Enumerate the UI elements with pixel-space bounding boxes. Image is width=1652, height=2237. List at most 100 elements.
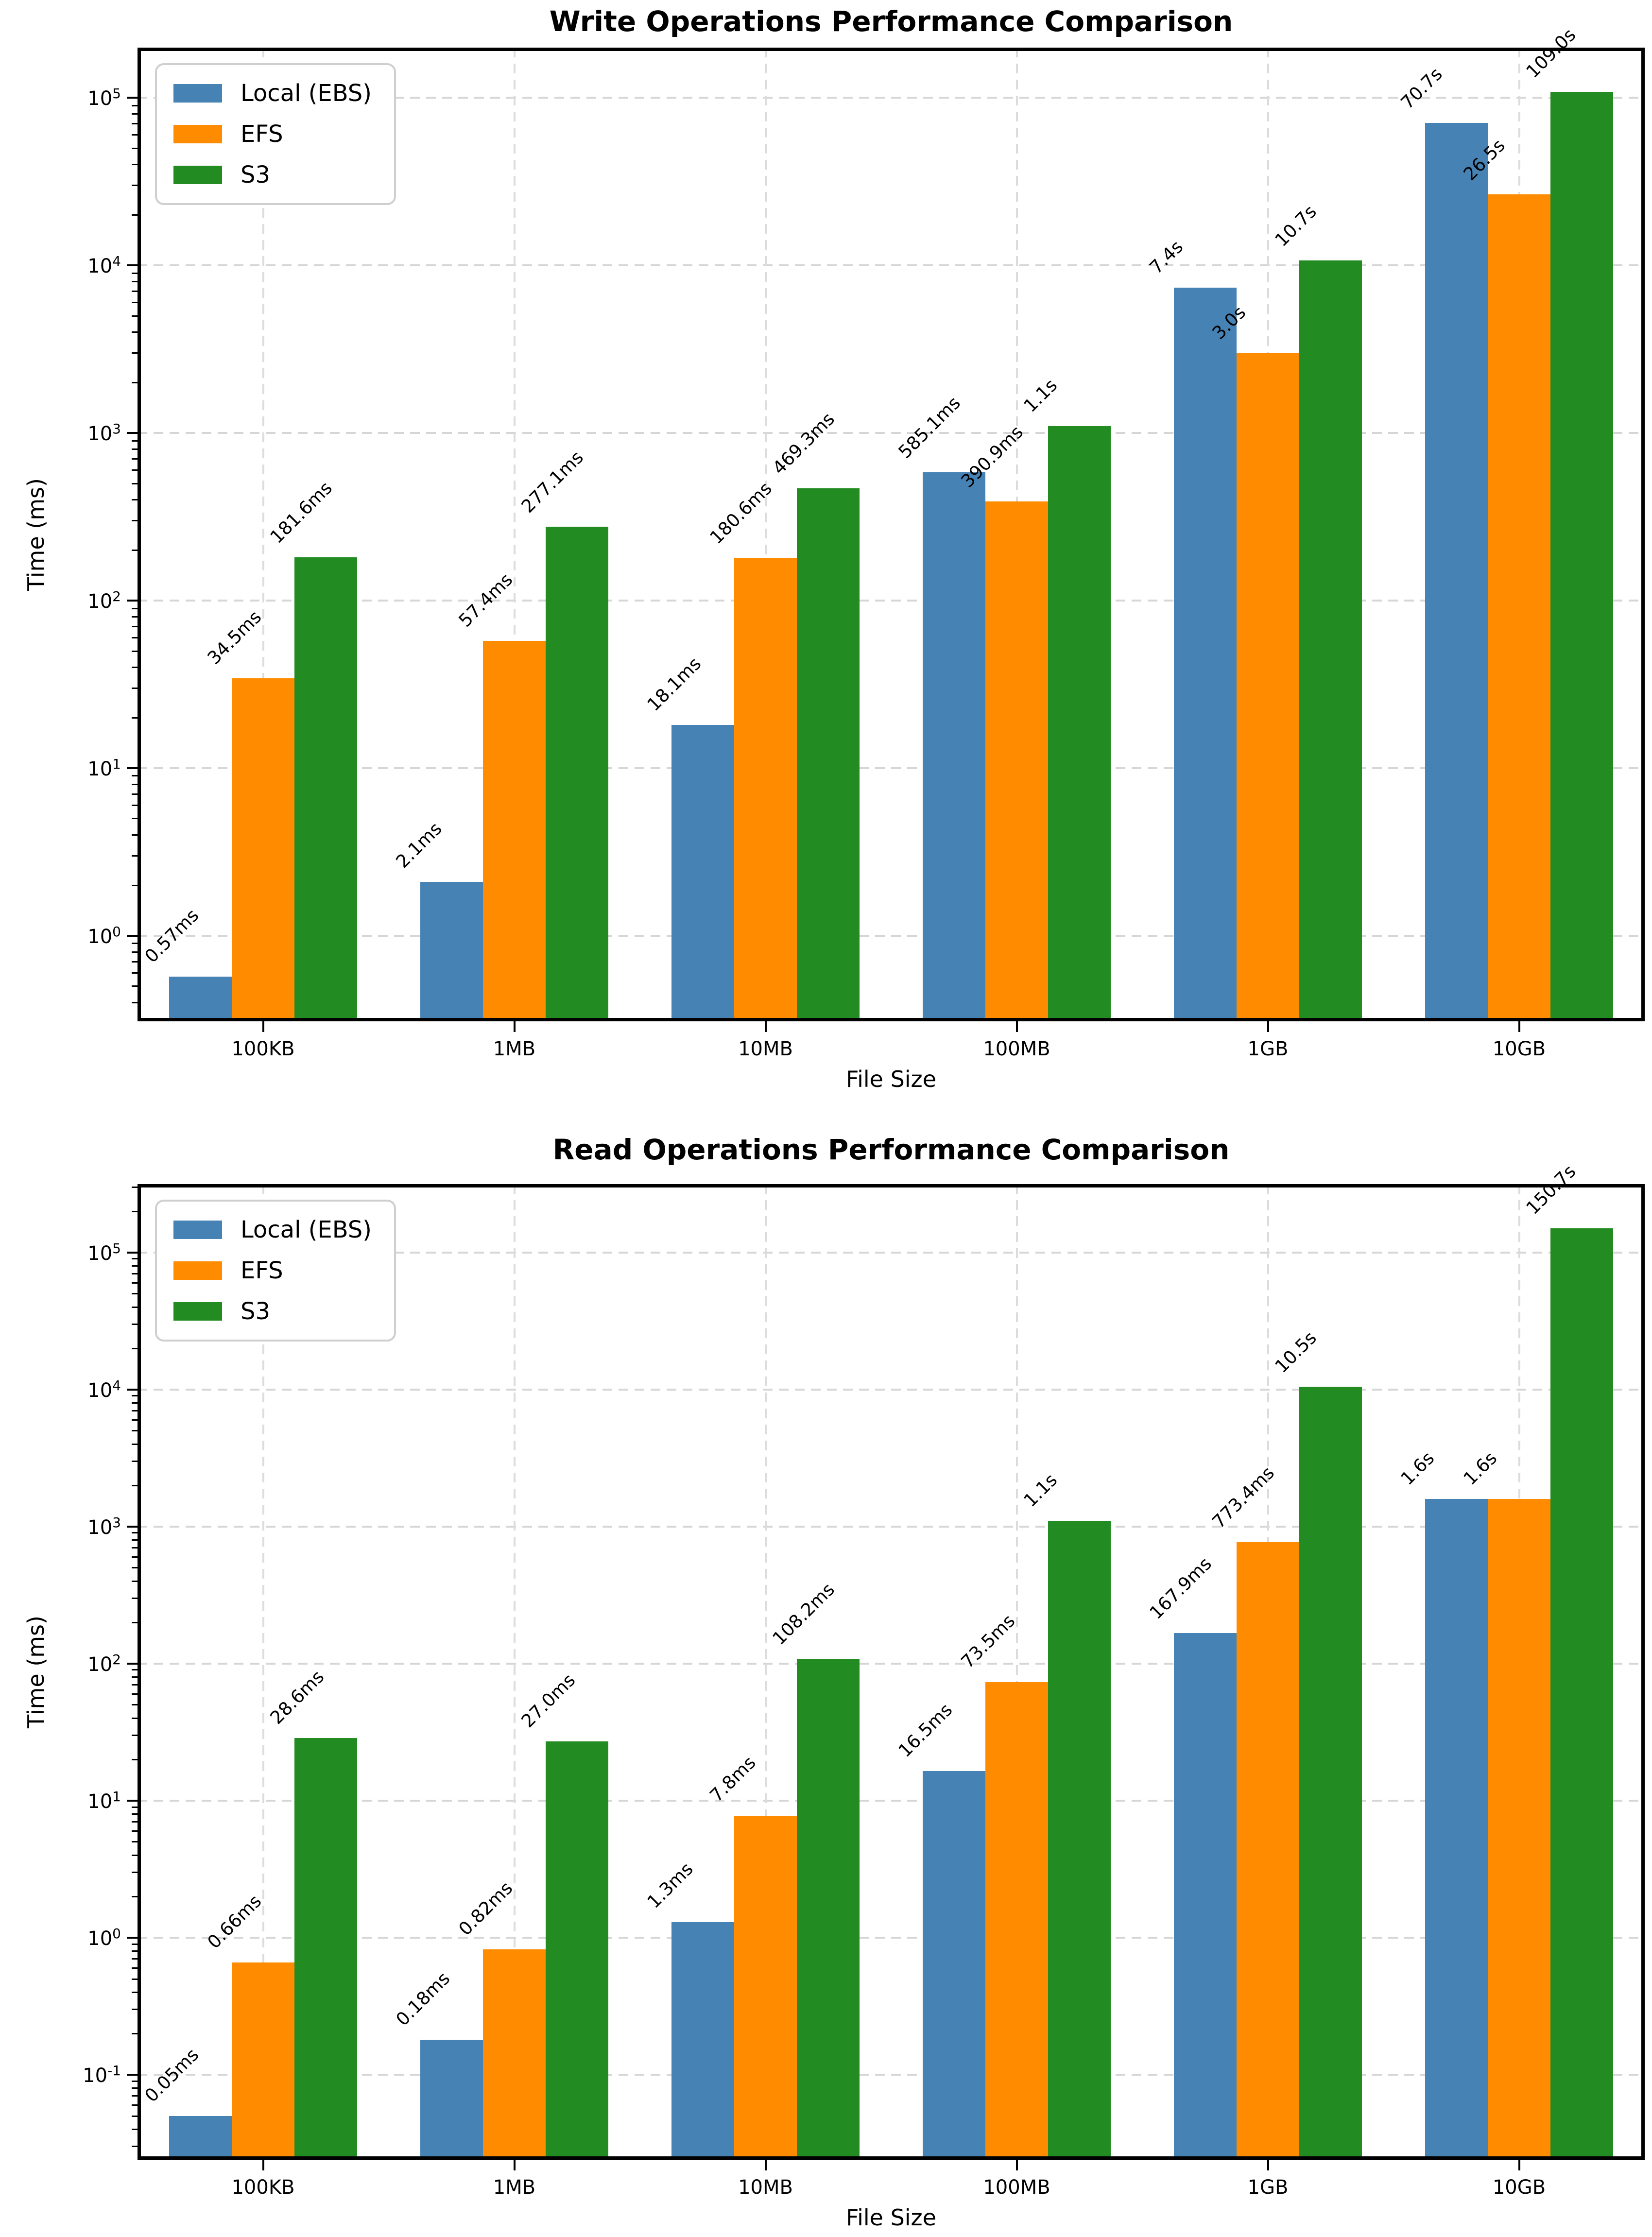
y-gridline (138, 1937, 1645, 1939)
y-tick-mark (127, 1526, 138, 1528)
y-minor-tick-mark (132, 1258, 138, 1260)
bar-value-label: 7.8ms (706, 1752, 760, 1806)
y-tick-label: 102 (87, 588, 121, 613)
x-gridline (513, 48, 516, 1021)
y-minor-tick-mark (132, 1958, 138, 1960)
y-minor-tick-mark (132, 1293, 138, 1295)
y-minor-tick-mark (132, 281, 138, 283)
y-gridline (138, 935, 1645, 937)
y-axis-label: Time (ms) (23, 478, 49, 591)
y-minor-tick-mark (132, 469, 138, 471)
bar-value-label: 0.18ms (392, 1968, 454, 2031)
bar (1237, 1542, 1299, 2160)
y-tick-label: 104 (87, 253, 121, 278)
read-operations-chart: Read Operations Performance Comparison T… (0, 1118, 1652, 2237)
bar-value-label: 34.5ms (203, 606, 266, 669)
y-tick-label: 100 (87, 1925, 121, 1950)
y-minor-tick-mark (132, 1684, 138, 1686)
bar (483, 641, 546, 1021)
bar-value-label: 469.3ms (768, 408, 839, 479)
x-gridline (262, 48, 264, 1021)
x-tick-label: 10MB (738, 2176, 793, 2199)
bar (985, 501, 1048, 1021)
y-minor-tick-mark (132, 1735, 138, 1737)
bar (232, 678, 294, 1021)
y-minor-tick-mark (132, 2087, 138, 2089)
chart-title: Read Operations Performance Comparison (552, 1133, 1230, 1166)
bar-value-label: 1.3ms (643, 1858, 697, 1912)
y-tick-label: 105 (87, 86, 121, 110)
y-minor-tick-mark (132, 482, 138, 484)
y-tick-label: 10-1 (83, 2062, 121, 2087)
y-tick-label: 104 (87, 1377, 121, 1402)
bar-value-label: 10.7s (1271, 201, 1321, 251)
legend-series-name: Local (EBS) (241, 1216, 372, 1243)
y-minor-tick-mark (132, 1669, 138, 1671)
y-tick-mark (127, 1389, 138, 1391)
y-minor-tick-mark (132, 1539, 138, 1541)
y-minor-tick-mark (132, 448, 138, 450)
axes-spine-left (138, 48, 141, 1021)
bar (1550, 91, 1613, 1021)
bar (420, 881, 483, 1021)
legend-entry: EFS (173, 1257, 372, 1284)
y-tick-mark (127, 264, 138, 267)
bar-value-label: 277.1ms (517, 447, 588, 517)
y-minor-tick-mark (132, 688, 138, 689)
bar-value-label: 10.5s (1271, 1327, 1321, 1377)
y-minor-tick-mark (132, 616, 138, 618)
legend-swatch-icon (173, 1302, 222, 1321)
y-gridline (138, 1526, 1645, 1528)
bar (797, 1659, 860, 2160)
x-tick-mark (262, 2160, 264, 2170)
y-minor-tick-mark (132, 1460, 138, 1462)
y-tick-label: 103 (87, 1514, 121, 1539)
x-tick-mark (262, 1021, 264, 1032)
bar (923, 1771, 985, 2160)
y-minor-tick-mark (132, 1841, 138, 1843)
y-minor-tick-mark (132, 1854, 138, 1856)
bar (1299, 260, 1362, 1021)
bar (169, 977, 232, 1021)
y-tick-mark (127, 600, 138, 602)
bar-value-label: 27.0ms (517, 1669, 580, 1732)
bar-value-label: 167.9ms (1145, 1553, 1216, 1623)
y-minor-tick-mark (132, 1806, 138, 1808)
x-tick-mark (513, 1021, 516, 1032)
x-tick-mark (1518, 2160, 1520, 2170)
y-minor-tick-mark (132, 818, 138, 820)
x-tick-mark (513, 2160, 516, 2170)
y-minor-tick-mark (132, 1186, 138, 1188)
x-tick-mark (1015, 2160, 1018, 2170)
y-minor-tick-mark (132, 1693, 138, 1695)
bar (1174, 1633, 1237, 2160)
y-tick-mark (127, 767, 138, 770)
x-tick-label: 100MB (983, 1038, 1050, 1060)
y-minor-tick-mark (132, 943, 138, 945)
y-minor-tick-mark (132, 1347, 138, 1349)
y-minor-tick-mark (132, 113, 138, 115)
bar (1048, 426, 1111, 1021)
y-tick-mark (127, 97, 138, 99)
legend-series-name: EFS (241, 120, 283, 148)
y-minor-tick-mark (132, 884, 138, 886)
axes-spine-left (138, 1184, 141, 2160)
y-minor-tick-mark (132, 1991, 138, 1993)
legend-series-name: Local (EBS) (241, 80, 372, 107)
x-tick-label: 1GB (1247, 1038, 1289, 1060)
legend-swatch-icon (173, 1261, 222, 1280)
x-gridline (262, 1184, 264, 2160)
bar-value-label: 28.6ms (266, 1666, 328, 1729)
legend-entry: Local (EBS) (173, 1216, 372, 1243)
y-minor-tick-mark (132, 440, 138, 442)
y-minor-tick-mark (132, 1323, 138, 1325)
x-gridline (764, 48, 767, 1021)
y-tick-mark (127, 1663, 138, 1665)
y-minor-tick-mark (132, 1556, 138, 1558)
y-gridline (138, 264, 1645, 267)
y-minor-tick-mark (132, 315, 138, 317)
y-minor-tick-mark (132, 1282, 138, 1284)
x-gridline (513, 1184, 516, 2160)
y-minor-tick-mark (132, 985, 138, 987)
bar (734, 557, 797, 1021)
